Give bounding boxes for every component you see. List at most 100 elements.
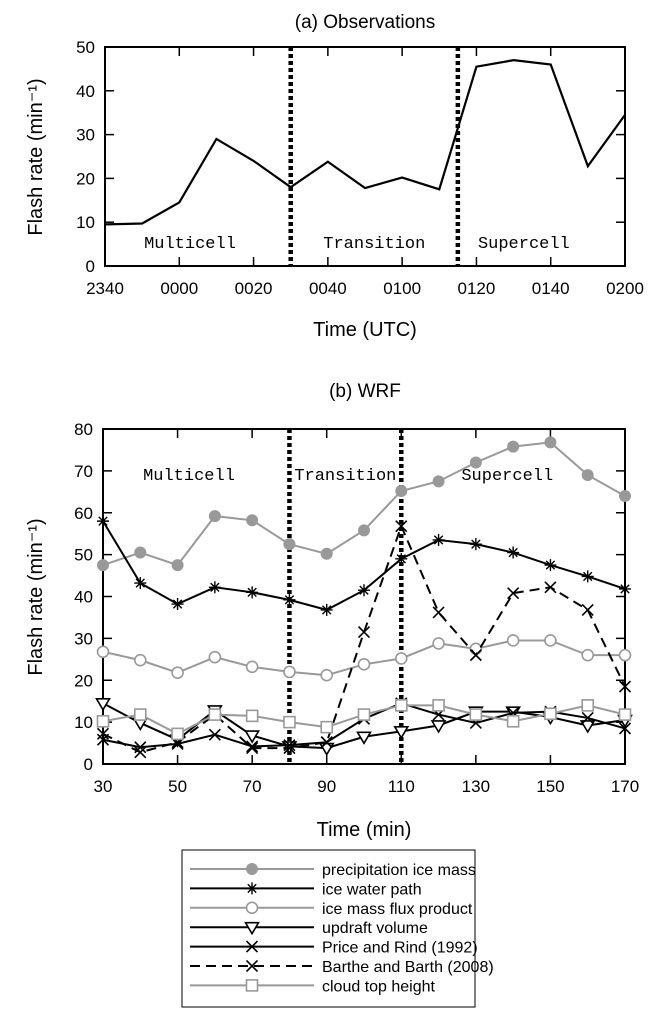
data-point-marker [133,653,147,667]
legend-item-ice-water-path: ice water path [190,881,422,898]
legend-item-barthe-and-barth-2008: Barthe and Barth (2008) [190,959,494,976]
data-point-marker [97,559,109,572]
data-point-marker [97,515,109,528]
chart-a-y-axis: 0 10 20 30 40 50 [76,38,625,276]
y-tick-label: 20 [76,169,95,188]
y-tick-label: 80 [74,420,93,439]
data-point-marker [581,603,594,616]
data-point-marker [320,547,333,560]
data-point-marker [618,708,632,721]
data-point-marker [320,668,334,682]
legend-item-cloud-top-height: cloud top height [190,978,436,995]
y-tick-label: 30 [76,126,95,145]
x-tick-label: 70 [243,777,262,796]
data-point-marker [581,711,594,725]
data-point-marker [581,648,595,662]
chart-b-x-label: Time (min) [317,819,412,841]
legend-marker [245,940,259,953]
data-point-marker [469,538,482,551]
data-point-marker [507,440,520,453]
chart-a-x-axis: 2340 0000 0020 0040 0100 0120 0140 0200 [86,47,644,298]
data-point-marker [208,510,221,523]
series-line [102,441,626,567]
series-updraft-volume [95,697,633,757]
chart-a-x-label: Time (UTC) [313,319,417,341]
legend-label: updraft volume [322,920,428,937]
data-point-marker [318,742,335,757]
data-point-marker [432,699,445,712]
data-point-marker [283,538,296,551]
chart-a-series [104,59,626,226]
data-point-marker [320,720,334,734]
y-tick-label: 50 [76,38,95,57]
data-point-marker [208,708,222,721]
data-point-marker [134,546,147,559]
data-point-marker [96,727,110,740]
legend-label: Barthe and Barth (2008) [322,959,494,976]
data-point-marker [320,736,333,749]
legend-label: Price and Rind (1992) [322,940,478,957]
chart-b-x-axis: 30 50 70 90 110 130 150 170 [94,429,639,796]
data-point-marker [394,699,408,712]
data-point-marker [618,722,632,735]
data-point-marker [134,577,147,590]
data-point-marker [171,598,184,611]
legend-frame [181,849,476,1008]
data-point-marker [283,593,296,606]
legend-marker [246,882,258,895]
series-ice-mass-flux-product [96,634,632,682]
data-point-marker [395,520,408,533]
data-point-marker [283,742,296,755]
data-point-marker [171,666,184,680]
panel-a: (a) Observations 0 10 20 30 40 50 2340 0000 002… [25,12,644,341]
region-label: Supercell [478,235,570,254]
data-point-marker [469,456,482,469]
data-point-marker [395,552,408,565]
region-label: Supercell [461,467,553,486]
chart-b-y-label: Flash rate (min⁻¹) [25,518,47,675]
data-point-marker [618,648,632,662]
x-tick-label: 30 [94,777,113,796]
data-point-marker [246,740,259,753]
region-label: Transition [323,235,425,254]
legend-label: cloud top height [322,978,436,995]
data-point-marker [357,658,371,671]
y-tick-label: 50 [74,546,93,565]
legend-item-precipitation-ice-mass: precipitation ice mass [190,862,476,879]
x-tick-label: 0000 [160,279,198,298]
data-point-marker [246,742,259,755]
x-tick-label: 2340 [86,279,124,298]
region-label: Multicell [144,235,236,254]
legend-marker [244,921,260,936]
data-point-marker [469,642,483,656]
chart-b-y-axis: 0 10 20 30 40 50 60 70 80 [74,420,625,774]
chart-a-dividers [288,47,461,266]
data-point-marker [395,484,408,497]
legend-marker [245,959,259,973]
legend-marker [245,979,259,992]
x-tick-label: 90 [317,777,336,796]
legend-item-ice-mass-flux-product: ice mass flux product [190,901,473,918]
chart-a-y-label: Flash rate (min⁻¹) [25,78,47,235]
series-ice-water-path [97,515,631,616]
data-point-marker [581,570,594,583]
data-point-marker [95,697,111,712]
observed-flash-rate-line [104,59,626,226]
chart-b-series [95,436,633,759]
series-barthe-and-barth-2008 [96,520,632,759]
data-point-marker [469,649,482,662]
data-point-marker [506,714,520,728]
series-cloud-top-height [96,699,632,741]
region-label: Multicell [143,467,235,486]
legend-label: ice water path [322,881,422,898]
x-tick-label: 50 [168,777,187,796]
data-point-marker [246,586,259,599]
x-tick-label: 0200 [606,279,644,298]
x-tick-label: 0020 [235,279,273,298]
data-point-marker [619,582,631,595]
data-point-marker [432,637,445,650]
data-point-marker [544,707,557,721]
data-point-marker [432,606,445,619]
legend-label: precipitation ice mass [322,862,476,879]
